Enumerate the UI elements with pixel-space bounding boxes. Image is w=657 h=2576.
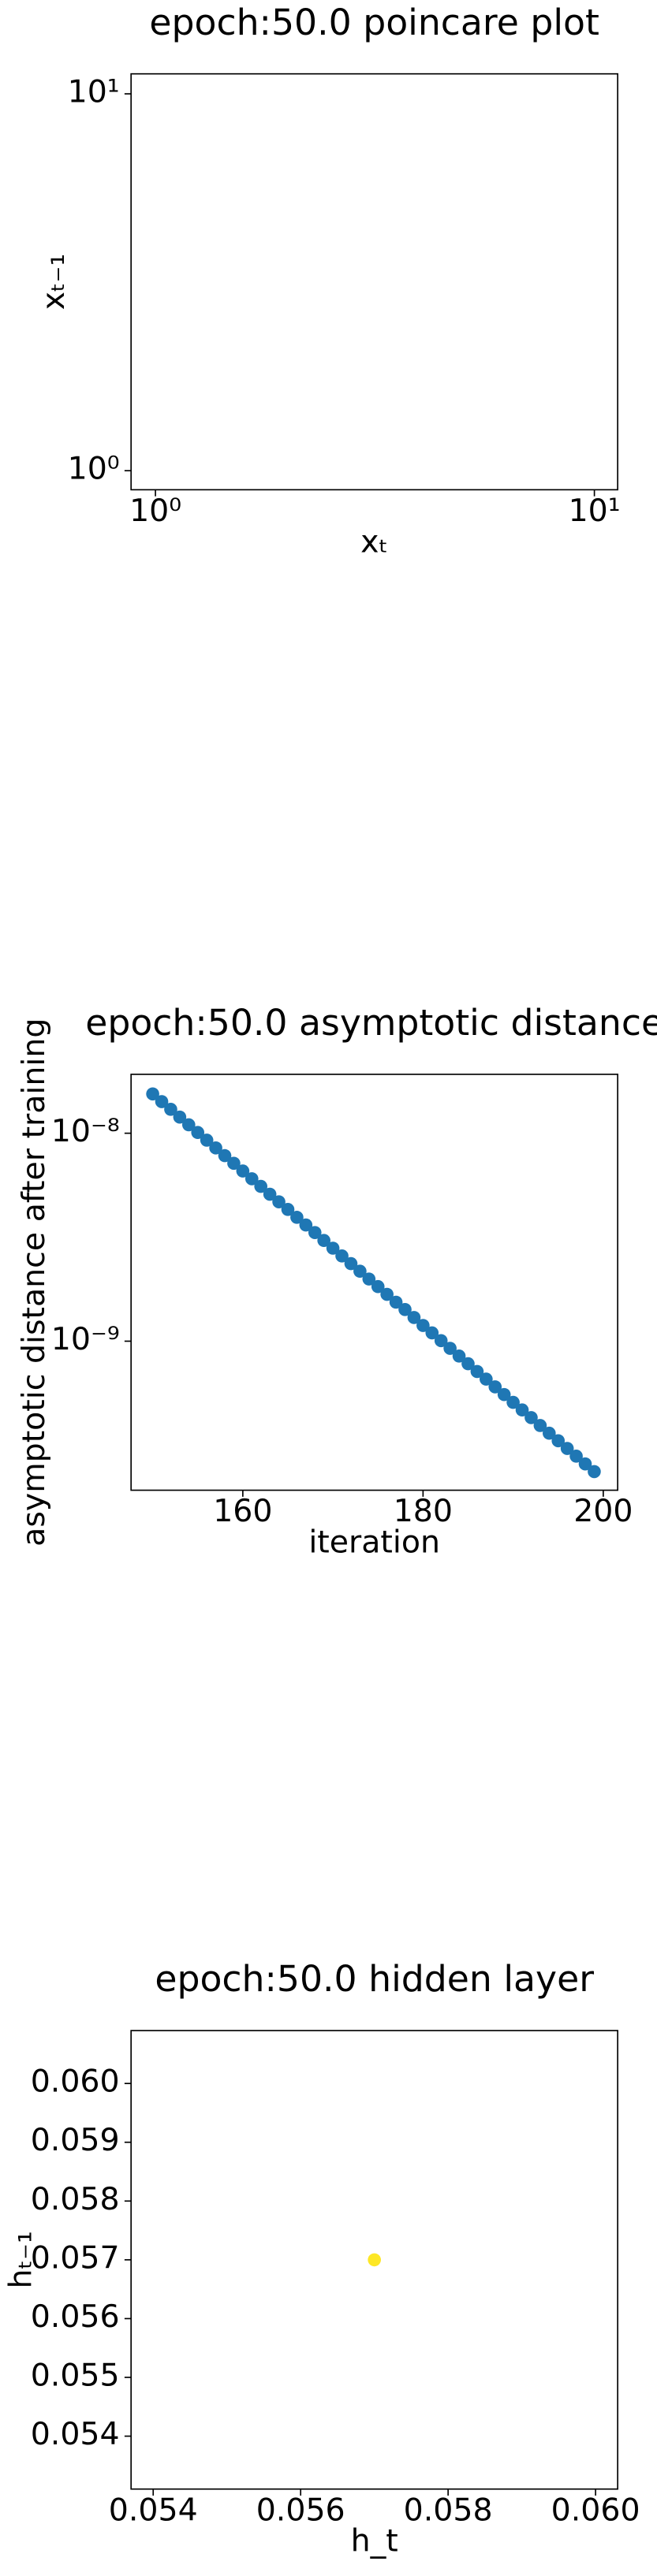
plot-frame xyxy=(130,73,618,491)
data-point xyxy=(290,1211,304,1224)
data-point xyxy=(191,1126,205,1140)
y-tick-label: 10⁻⁸ xyxy=(51,1113,120,1149)
x-axis-label: xₜ xyxy=(360,523,388,560)
data-point xyxy=(407,1311,421,1324)
data-point xyxy=(263,1187,277,1201)
data-point xyxy=(533,1419,547,1432)
data-point xyxy=(155,1095,169,1108)
data-point xyxy=(181,1118,196,1132)
data-point xyxy=(488,1380,502,1394)
chart-title: epoch:50.0 poincare plot xyxy=(149,2,599,43)
y-tick-label: 0.054 xyxy=(31,2416,120,2452)
y-axis-label: xₜ₋₁ xyxy=(35,254,72,311)
x-tick-label: 10⁰ xyxy=(129,493,181,529)
x-tick-label: 160 xyxy=(213,1493,272,1529)
data-point xyxy=(425,1326,439,1340)
data-point xyxy=(398,1302,412,1316)
data-point xyxy=(371,1279,385,1294)
data-point xyxy=(236,1164,250,1178)
x-tick-label: 0.058 xyxy=(404,2492,493,2528)
data-point xyxy=(335,1249,349,1263)
data-point xyxy=(245,1172,259,1186)
x-tick-label: 0.054 xyxy=(109,2492,198,2528)
data-point xyxy=(146,1087,159,1101)
chart-title: epoch:50.0 hidden layer xyxy=(155,1958,594,2000)
data-point xyxy=(543,1426,556,1440)
x-tick-label: 10¹ xyxy=(569,493,621,529)
x-tick-label: 0.056 xyxy=(256,2492,345,2528)
data-point xyxy=(588,1465,601,1479)
data-point xyxy=(353,1264,367,1279)
data-point xyxy=(200,1134,214,1147)
data-point xyxy=(434,1334,448,1348)
x-tick-label: 0.060 xyxy=(551,2492,640,2528)
plot-frame xyxy=(130,1074,618,1491)
y-tick-label: 0.058 xyxy=(31,2181,120,2217)
x-tick-label: 200 xyxy=(573,1493,633,1529)
data-point xyxy=(173,1110,187,1124)
y-tick-label: 10⁰ xyxy=(68,451,120,487)
data-point xyxy=(227,1156,241,1171)
data-point xyxy=(254,1179,268,1193)
data-point xyxy=(362,1272,376,1286)
data-point xyxy=(209,1141,222,1155)
data-point xyxy=(218,1148,232,1163)
data-point xyxy=(480,1372,493,1386)
data-point xyxy=(569,1450,583,1463)
data-point xyxy=(326,1241,340,1255)
data-point xyxy=(308,1226,322,1239)
data-point xyxy=(317,1234,330,1248)
y-tick-label: 0.057 xyxy=(31,2239,120,2276)
y-tick-label: 0.056 xyxy=(31,2299,120,2335)
data-point xyxy=(299,1218,313,1232)
data-point xyxy=(389,1295,403,1309)
data-point xyxy=(368,2253,381,2267)
data-point xyxy=(461,1357,475,1371)
x-axis-label: h_t xyxy=(351,2523,398,2559)
data-point xyxy=(497,1387,511,1402)
data-point xyxy=(560,1442,574,1455)
data-point xyxy=(344,1256,358,1271)
y-tick-label: 0.055 xyxy=(31,2358,120,2394)
data-point xyxy=(443,1342,457,1355)
data-point xyxy=(578,1457,592,1471)
y-tick-label: 0.060 xyxy=(31,2064,120,2100)
data-point xyxy=(551,1434,566,1448)
y-axis-label: hₜ₋₁ xyxy=(3,2231,39,2288)
chart-title: epoch:50.0 asymptotic distance xyxy=(85,1002,657,1044)
y-tick-label: 0.059 xyxy=(31,2122,120,2158)
data-point xyxy=(524,1411,538,1424)
y-axis-label: asymptotic distance after training xyxy=(16,1018,52,1547)
data-point xyxy=(470,1364,484,1379)
data-point xyxy=(452,1349,466,1363)
data-point xyxy=(506,1395,520,1409)
data-point xyxy=(272,1195,286,1208)
x-axis-label: iteration xyxy=(308,1524,440,1561)
data-point xyxy=(416,1319,430,1332)
data-point xyxy=(281,1203,295,1216)
data-point xyxy=(164,1103,177,1116)
data-point xyxy=(380,1287,394,1301)
data-point xyxy=(515,1403,529,1417)
y-tick-label: 10⁻⁹ xyxy=(51,1321,120,1357)
x-tick-label: 180 xyxy=(394,1493,453,1529)
y-tick-label: 10¹ xyxy=(68,74,120,110)
